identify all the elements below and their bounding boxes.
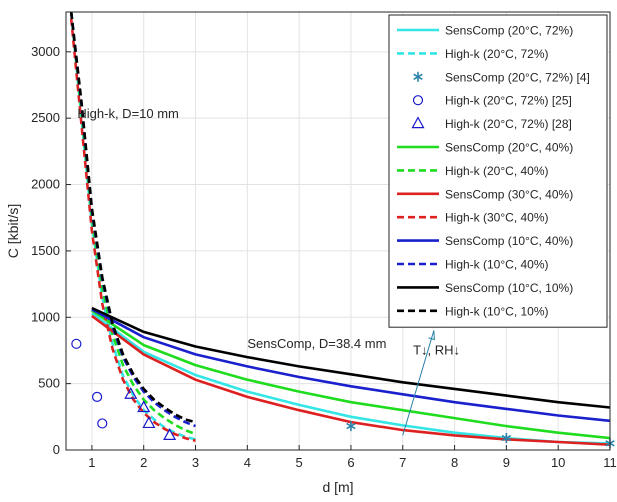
axis-ticks: 1 2 3 4 5 6 7 8 9 10 11 0 500 1000 1500 2000 2500 3000 — [31, 44, 617, 470]
data-point-3-0 — [71, 338, 82, 349]
x-tick-label: 5 — [296, 455, 303, 470]
x-tick-label: 6 — [347, 455, 354, 470]
legend-label-1: High-k (20°C, 72%) — [445, 47, 549, 61]
legend-label-9: SensComp (10°C, 40%) — [445, 234, 573, 248]
legend-label-10: High-k (10°C, 40%) — [445, 258, 549, 272]
legend-swatch-2 — [413, 71, 423, 82]
y-tick-label: 0 — [53, 442, 60, 457]
x-tick-label: 10 — [551, 455, 565, 470]
legend-swatch-4 — [411, 116, 425, 129]
series-line-6 — [69, 12, 196, 436]
data-point-4-0 — [124, 387, 138, 399]
x-tick-label: 8 — [451, 455, 458, 470]
legend-label-8: High-k (30°C, 40%) — [445, 211, 549, 225]
trend-arrow-line — [402, 330, 435, 436]
data-point-4-3 — [163, 428, 177, 440]
annotation-highk: High-k, D=10 mm — [77, 106, 179, 121]
series-line-12 — [69, 12, 196, 424]
legend-label-7: SensComp (30°C, 40%) — [445, 187, 573, 201]
y-tick-label: 2500 — [31, 110, 60, 125]
legend-label-0: SensComp (20°C, 72%) — [445, 24, 573, 38]
x-tick-label: 3 — [192, 455, 199, 470]
legend-label-2: SensComp (20°C, 72%) [4] — [445, 70, 590, 84]
x-axis-label: d [m] — [322, 479, 353, 495]
x-tick-label: 9 — [503, 455, 510, 470]
data-point-2-0 — [346, 421, 356, 432]
y-tick-label: 1000 — [31, 309, 60, 324]
data-point-3-2 — [97, 418, 108, 429]
data-point-4-1 — [137, 400, 151, 413]
y-tick-label: 500 — [38, 376, 60, 391]
series-line-5 — [91, 309, 610, 440]
data-point-2-1 — [501, 433, 512, 444]
trend-arrow-head — [428, 330, 435, 341]
x-tick-label: 11 — [603, 455, 617, 470]
x-tick-label: 7 — [399, 455, 406, 470]
series-line-8 — [69, 18, 196, 442]
series-line-11 — [91, 306, 610, 409]
x-tick-label: 2 — [140, 455, 147, 470]
y-tick-label: 3000 — [31, 44, 60, 59]
legend-label-6: High-k (20°C, 40%) — [445, 164, 549, 178]
x-tick-label: 4 — [244, 455, 251, 470]
data-point-3-1 — [91, 391, 103, 403]
legend-label-4: High-k (20°C, 72%) [28] — [445, 117, 572, 131]
y-tick-label: 2000 — [31, 177, 60, 192]
data-point-4-2 — [142, 416, 156, 429]
legend-label-5: SensComp (20°C, 40%) — [445, 141, 573, 155]
series-line-9 — [91, 308, 610, 423]
legend-label-3: High-k (20°C, 72%) [25] — [445, 94, 572, 108]
annotation-trend: T↓, RH↓ — [413, 342, 460, 357]
annotations: High-k, D=10 mm SensComp, D=38.4 mm T↓, RH… — [77, 106, 460, 436]
y-tick-label: 1500 — [31, 243, 60, 258]
series-line-1 — [69, 12, 196, 441]
legend-swatch-3 — [412, 95, 424, 106]
x-tick-label: 1 — [88, 455, 95, 470]
legend: SensComp (20°C, 72%) High-k (20°C, 72%) Se… — [388, 14, 608, 328]
y-axis-label: C [kbit/s] — [5, 204, 21, 258]
annotation-senscomp: SensComp, D=38.4 mm — [247, 336, 386, 351]
plot-frame — [65, 11, 611, 451]
legend-label-11: SensComp (10°C, 10%) — [445, 281, 573, 295]
legend-label-12: High-k (10°C, 10%) — [445, 304, 549, 318]
